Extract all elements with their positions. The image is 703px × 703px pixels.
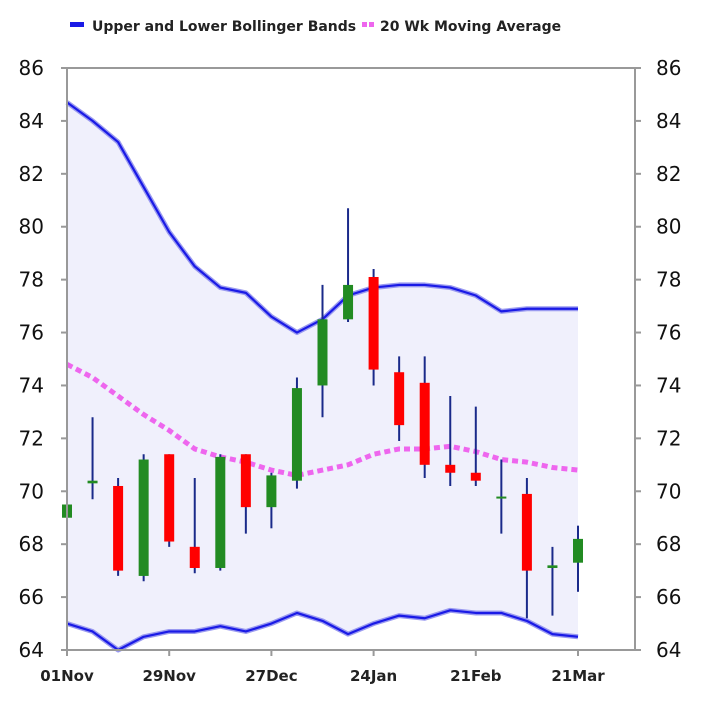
candle-body (470, 472, 481, 481)
candle-body (138, 459, 149, 576)
candle-body (343, 284, 354, 320)
y-tick-label-right: 82 (656, 162, 681, 186)
candle-body (419, 382, 430, 465)
y-tick-label-left: 66 (19, 585, 44, 609)
candle-body (496, 496, 507, 499)
candle-7 (240, 454, 251, 534)
plot-frame (66, 67, 636, 651)
candle-17 (496, 459, 507, 534)
legend-ma-swatch-1 (362, 22, 367, 27)
y-tick-label-left: 76 (19, 321, 44, 345)
y-tick-label-left: 82 (19, 162, 44, 186)
legend-ma-label: 20 Wk Moving Average (380, 19, 561, 35)
moving-average-line (65, 362, 579, 478)
y-tick-label-left: 84 (19, 109, 44, 133)
candle-body (240, 454, 251, 508)
y-tick-label-right: 68 (656, 532, 681, 556)
candle-2 (113, 478, 124, 576)
y-tick-label-right: 78 (656, 268, 681, 292)
y-tick-label-right: 70 (656, 479, 681, 503)
axes: 64 64 66 66 68 68 70 70 72 72 74 74 76 76 78 78 80 80 82 82… (19, 56, 682, 685)
x-tick-label: 24Jan (350, 667, 397, 685)
y-tick-label-right: 64 (656, 638, 681, 662)
y-tick-label-left: 68 (19, 532, 44, 556)
y-tick-label-left: 80 (19, 215, 44, 239)
candle-body (189, 546, 200, 568)
y-tick-label-right: 76 (656, 321, 681, 345)
legend: Upper and Lower Bollinger Bands 20 Wk Mo… (70, 19, 561, 35)
y-tick-label-left: 74 (19, 373, 44, 397)
y-tick-label-right: 66 (656, 585, 681, 609)
candle-16 (470, 406, 481, 486)
candle-body (87, 480, 98, 484)
y-tick-label-right: 86 (656, 56, 681, 80)
candle-body (394, 372, 405, 426)
y-tick-label-right: 72 (656, 426, 681, 450)
candle-body (547, 565, 558, 568)
legend-bands-label: Upper and Lower Bollinger Bands (92, 19, 356, 35)
candle-5 (189, 478, 200, 574)
candle-14 (419, 356, 430, 479)
x-tick-label: 29Nov (142, 667, 196, 685)
candle-15 (445, 396, 456, 486)
y-tick-label-right: 84 (656, 109, 681, 133)
candle-body (368, 276, 379, 370)
y-tick-label-left: 86 (19, 56, 44, 80)
candle-body (113, 485, 124, 571)
candle-9 (291, 377, 302, 489)
candle-4 (164, 454, 175, 547)
moving-average-layer (65, 362, 579, 478)
x-tick-label: 27Dec (245, 667, 297, 685)
candle-body (317, 319, 328, 386)
lower-band-line (66, 609, 579, 652)
candle-19 (547, 546, 558, 616)
candle-body (573, 538, 583, 563)
candle-body (521, 493, 532, 571)
candle-body (266, 475, 277, 508)
candle-6 (215, 454, 226, 571)
y-tick-label-left: 72 (19, 426, 44, 450)
candle-body (215, 456, 226, 568)
candle-11 (343, 208, 354, 322)
legend-bands-swatch (70, 22, 84, 27)
legend-ma-swatch-2 (369, 22, 374, 27)
candle-body (445, 464, 456, 473)
x-tick-label: 21Feb (450, 667, 502, 685)
y-tick-label-right: 80 (656, 215, 681, 239)
candle-12 (368, 269, 379, 386)
candle-3 (138, 454, 149, 582)
x-tick-label: 01Nov (40, 667, 94, 685)
candle-18 (521, 478, 532, 619)
x-tick-label: 21Mar (551, 667, 605, 685)
y-tick-label-right: 74 (656, 373, 681, 397)
candle-1 (87, 417, 98, 500)
candle-20 (573, 525, 583, 592)
y-tick-label-left: 70 (19, 479, 44, 503)
y-tick-label-left: 78 (19, 268, 44, 292)
candle-13 (394, 356, 405, 442)
candle-layer (62, 208, 583, 619)
candle-8 (266, 472, 277, 529)
y-tick-label-left: 64 (19, 638, 44, 662)
candle-body (164, 454, 175, 542)
candle-10 (317, 284, 328, 418)
candle-body (291, 388, 302, 481)
